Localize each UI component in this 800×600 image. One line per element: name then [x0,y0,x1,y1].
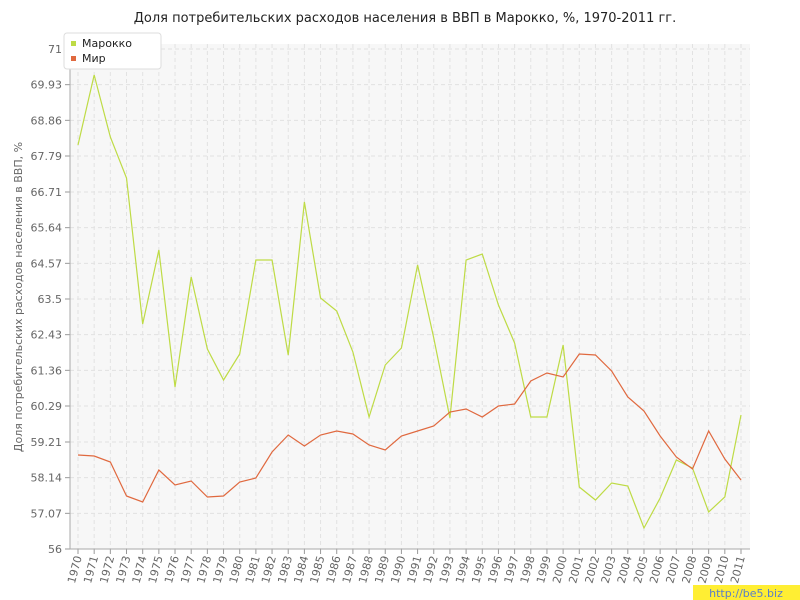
watermark: http://be5.biz [709,587,783,600]
y-tick-label: 68.86 [31,114,63,127]
y-tick-label: 69.93 [31,79,63,92]
series-line [77,74,742,530]
watermark-bg [693,585,800,600]
y-tick-label: 71 [48,43,62,56]
y-tick-label: 63.5 [38,293,63,306]
y-tick-label: 62.43 [31,329,63,342]
legend-label: Марокко [82,37,132,50]
legend-box [63,32,162,70]
y-tick-label: 59.21 [31,436,63,449]
y-tick-label: 66.71 [31,186,63,199]
y-tick-label: 64.57 [31,257,63,270]
series-line [77,353,742,503]
legend-swatch [71,41,76,46]
y-axis-label: Доля потребительских расходов населения … [12,142,25,452]
y-tick-label: 61.36 [31,364,63,377]
y-tick-label: 58.14 [31,472,63,485]
plot-area [70,44,750,549]
y-tick-label: 65.64 [31,222,63,235]
y-tick-label: 56 [48,543,62,556]
y-tick-label: 60.29 [31,400,63,413]
y-tick-label: 67.79 [31,150,63,163]
legend-label: Мир [82,52,106,65]
y-tick-label: 57.07 [31,507,63,520]
series [77,74,742,530]
grid [65,44,750,554]
legend-swatch [71,56,76,61]
chart-title: Доля потребительских расходов населения … [134,11,677,26]
legend: Марокко Мир [63,32,162,70]
